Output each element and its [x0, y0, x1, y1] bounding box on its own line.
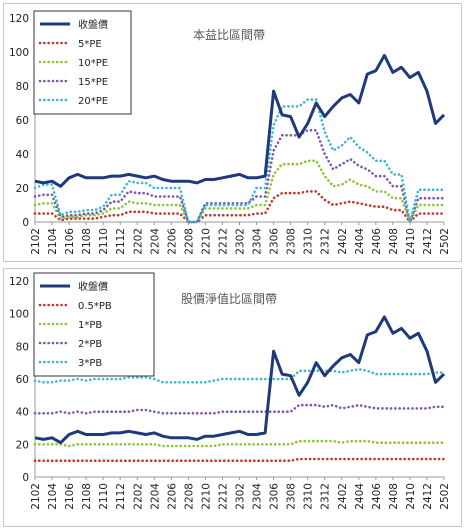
y-tick-label: 40 — [16, 149, 29, 161]
x-tick-label: 2412 — [422, 483, 434, 510]
x-tick-label: 2304 — [252, 483, 264, 510]
x-tick-label: 2212 — [217, 228, 229, 255]
x-tick-label: 2306 — [269, 483, 281, 510]
x-tick-label: 2404 — [354, 228, 366, 255]
pe-band-chart: 0 20 40 60 80 100 120 2102 2104 2106 2108 2110 2112 2… — [3, 3, 462, 262]
x-tick-label: 2202 — [132, 228, 144, 255]
series-line-2 — [33, 159, 446, 226]
x-tick-label: 2212 — [217, 483, 229, 510]
legend-label: 0.5*PB — [78, 301, 112, 312]
x-tick-label: 2112 — [115, 228, 127, 255]
x-tick-label: 2502 — [439, 228, 451, 255]
y-tick-label: 120 — [9, 13, 29, 25]
x-tick-label: 2208 — [183, 228, 195, 255]
y-tick-label: 80 — [16, 81, 29, 93]
x-tick-label: 2312 — [320, 228, 332, 255]
legend-label: 10*PE — [78, 58, 108, 69]
x-tick-label: 2210 — [200, 228, 212, 255]
x-tick-label: 2410 — [405, 483, 417, 510]
legend-label: 3*PB — [78, 358, 102, 369]
y-tick-label: 0 — [22, 217, 29, 229]
x-tick-label: 2204 — [149, 228, 161, 255]
legend-label: 2*PB — [78, 339, 102, 350]
x-tick-label: 2406 — [371, 483, 383, 510]
x-tick-label: 2308 — [286, 483, 298, 510]
pe-band-chart-svg: 0 20 40 60 80 100 120 2102 2104 2106 2108 2110 2112 2… — [9, 10, 451, 255]
x-tick-label: 2204 — [149, 483, 161, 510]
pb-band-chart-svg: 0 20 40 60 80 100 120 2102 2104 2106 2108 2110 2112 2… — [9, 272, 451, 510]
y-tick-label: 40 — [16, 407, 29, 419]
x-tick-label: 2404 — [354, 483, 366, 510]
x-tick-label: 2206 — [166, 483, 178, 510]
x-tick-label: 2402 — [337, 483, 349, 510]
x-tick-label: 2312 — [320, 483, 332, 510]
y-tick-label: 120 — [9, 276, 29, 288]
x-tick-label: 2112 — [115, 483, 127, 510]
x-tick-label: 2310 — [303, 483, 315, 510]
legend-label: 收盤價 — [78, 280, 108, 293]
x-tick-label: 2208 — [183, 483, 195, 510]
x-tick-label: 2202 — [132, 483, 144, 510]
x-tick-label: 2306 — [269, 228, 281, 255]
x-tick-label: 2110 — [98, 483, 110, 510]
chart-title: 股價淨值比區間帶 — [181, 291, 277, 306]
series-line-4 — [33, 98, 446, 224]
series-line-0 — [34, 53, 446, 188]
x-tick-label: 2106 — [64, 228, 76, 255]
series-line-2 — [33, 439, 446, 448]
x-tick-label: 2308 — [286, 228, 298, 255]
series-line-1 — [33, 190, 446, 225]
y-tick-label: 60 — [16, 115, 29, 127]
x-tick-label: 2104 — [47, 483, 59, 510]
legend-label: 20*PE — [78, 96, 108, 107]
x-tick-label: 2406 — [371, 228, 383, 255]
x-tick-label: 2412 — [422, 228, 434, 255]
x-tick-label: 2304 — [252, 228, 264, 255]
x-tick-label: 2210 — [200, 483, 212, 510]
legend: 收盤價 0.5*PB 1*PB 2*PB 3*PB — [33, 272, 155, 377]
x-tick-label: 2410 — [405, 228, 417, 255]
chart-title: 本益比區間帶 — [193, 28, 265, 42]
pb-band-chart: 0 20 40 60 80 100 120 2102 2104 2106 2108 2110 2112 2… — [3, 268, 462, 527]
x-tick-label: 2502 — [439, 483, 451, 510]
x-tick-label: 2108 — [81, 228, 93, 255]
legend-label: 5*PE — [78, 39, 102, 50]
x-tick-label: 2108 — [81, 483, 93, 510]
x-tick-label: 2408 — [388, 483, 400, 510]
x-tick-label: 2110 — [98, 228, 110, 255]
y-tick-label: 60 — [16, 374, 29, 386]
series-line-3 — [33, 403, 446, 415]
y-tick-label: 80 — [16, 341, 29, 353]
x-tick-label: 2102 — [30, 483, 42, 510]
x-tick-label: 2408 — [388, 228, 400, 255]
x-tick-label: 2310 — [303, 228, 315, 255]
x-tick-label: 2104 — [47, 228, 59, 255]
series-line-0 — [34, 315, 446, 445]
series-line-3 — [33, 128, 446, 227]
x-tick-label: 2206 — [166, 228, 178, 255]
x-tick-label: 2102 — [30, 228, 42, 255]
x-tick-label: 2302 — [235, 483, 247, 510]
x-tick-label: 2302 — [235, 228, 247, 255]
y-tick-label: 100 — [9, 47, 29, 59]
series-line-4 — [33, 367, 446, 384]
legend-label: 收盤價 — [78, 18, 108, 31]
legend-label: 1*PB — [78, 320, 102, 331]
legend: 收盤價 5*PE 10*PE 15*PE 20*PE — [33, 10, 132, 115]
y-tick-label: 0 — [22, 472, 29, 484]
series-line-1 — [33, 457, 446, 462]
y-tick-label: 20 — [16, 183, 29, 195]
legend-box — [33, 10, 132, 115]
y-tick-label: 20 — [16, 439, 29, 451]
legend-label: 15*PE — [78, 77, 108, 88]
x-tick-label: 2106 — [64, 483, 76, 510]
x-tick-label: 2402 — [337, 228, 349, 255]
y-tick-label: 100 — [9, 309, 29, 321]
